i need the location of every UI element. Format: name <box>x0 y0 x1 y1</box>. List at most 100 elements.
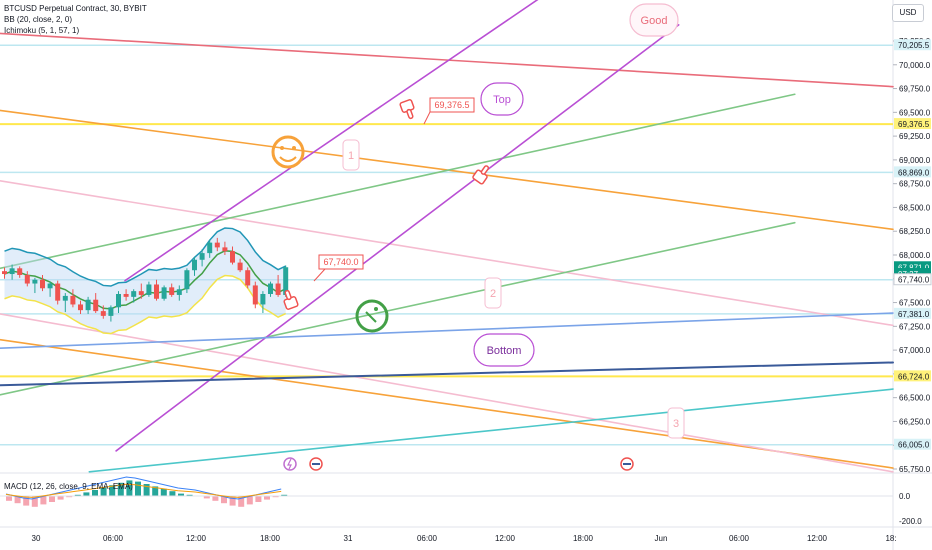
candle-body <box>123 293 129 297</box>
hand-pointer-up-icon[interactable] <box>472 163 492 185</box>
macd-histogram-bar <box>255 496 262 502</box>
ichimoku-legend[interactable]: Ichimoku (5, 1, 57, 1) <box>4 26 80 35</box>
macd-histogram-bar <box>160 488 167 496</box>
candle-body <box>55 283 61 301</box>
hand-pointer-icon[interactable] <box>281 289 299 310</box>
macd-legend[interactable]: MACD (12, 26, close, 9, EMA, EMA) <box>4 482 133 491</box>
y-tick-label: 69,000.0 <box>899 156 931 165</box>
candle-body <box>62 295 68 301</box>
candle-body <box>184 270 190 290</box>
trendline-orange-lower[interactable] <box>0 338 894 469</box>
trendline-navy[interactable] <box>0 361 894 387</box>
price-label-box <box>894 118 931 130</box>
bb-legend[interactable]: BB (20, close, 2, 0) <box>4 15 73 24</box>
macd-histogram-bar <box>14 496 21 504</box>
annotations[interactable]: Good Top Bottom 1 2 3 69,376.5 67,740.0 <box>271 3 685 471</box>
trend-lines[interactable] <box>0 0 894 473</box>
y-tick-label: 67,000.0 <box>899 346 931 355</box>
price-label-text: 66,724.0 <box>898 372 930 381</box>
trendline-teal[interactable] <box>88 388 894 473</box>
candle-body <box>2 271 7 275</box>
good-bubble[interactable] <box>629 3 679 37</box>
candle-body <box>252 285 258 305</box>
price-tag-69376-pointer <box>423 111 431 125</box>
macd-histogram-bar <box>31 496 38 507</box>
macd-histogram-bar <box>23 496 30 506</box>
smiley-eye <box>292 146 296 150</box>
y-tick-label: 68,500.0 <box>899 203 931 212</box>
macd-histogram-bar <box>238 496 245 507</box>
ichimoku-cloud-fill <box>4 227 286 334</box>
number-2-label[interactable] <box>484 277 502 309</box>
x-tick-label: 30 <box>32 534 41 543</box>
price-tag-69376[interactable] <box>429 97 475 113</box>
candle-body <box>138 291 144 295</box>
candles <box>2 237 289 322</box>
macd-histogram-bar <box>92 490 98 496</box>
hand-pointer-icon-finger <box>284 289 292 301</box>
macd-histogram-bar <box>152 486 159 496</box>
x-tick-label: 06:00 <box>417 534 438 543</box>
bottom-bubble-text: Bottom <box>487 345 522 357</box>
smiley-eye <box>280 146 284 150</box>
ichimoku-cloud <box>4 227 287 335</box>
currency-button[interactable]: USD <box>892 4 924 22</box>
y-tick-label: 69,250.0 <box>899 132 931 141</box>
trendline-blue[interactable] <box>0 312 894 350</box>
x-tick-label: 12:00 <box>495 534 516 543</box>
candle-body <box>207 242 213 254</box>
macd-histogram-bar <box>117 482 124 496</box>
candle-body <box>17 268 23 275</box>
number-1-label[interactable] <box>342 139 360 171</box>
x-axis: 30 06:00 12:00 18:00 31 06:00 12:00 18:00 Jun 06:… <box>32 534 897 543</box>
macd-histogram-bar <box>83 492 90 496</box>
price-tag-67740[interactable] <box>318 254 364 270</box>
price-label-box <box>894 438 931 450</box>
candle-body <box>70 295 76 305</box>
candle-body <box>85 299 91 311</box>
candle-body <box>32 279 38 284</box>
price-label-box <box>894 307 931 319</box>
trendline-red[interactable] <box>0 32 894 88</box>
trendline-green-upper[interactable] <box>0 93 796 270</box>
candle-body <box>260 293 266 305</box>
candle-body <box>245 270 251 286</box>
macd-histogram-bar <box>186 494 193 496</box>
macd-pane: 0.0 -200.0 <box>0 476 922 526</box>
meh-face-icon <box>355 299 389 333</box>
price-label-text: 67,740.0 <box>898 276 930 285</box>
trendline-pink-upper[interactable] <box>0 180 894 327</box>
lightning-event-icon[interactable] <box>283 457 297 471</box>
bottom-bubble[interactable] <box>473 333 535 367</box>
number-3-label[interactable] <box>667 407 685 439</box>
macd-histogram-bar <box>178 493 184 496</box>
macd-histogram-bar <box>126 480 133 496</box>
meh-face-eye <box>374 307 378 311</box>
macd-histogram-bar <box>74 494 81 496</box>
candle-body <box>108 307 114 316</box>
hand-pointer-down-icon[interactable] <box>399 99 417 120</box>
trendline-purple-lower[interactable] <box>115 24 680 452</box>
symbol-legend[interactable]: BTCUSD Perpetual Contract, 30, BYBIT <box>4 4 147 13</box>
trendline-pink-lower[interactable] <box>0 313 894 473</box>
y-tick-label: 67,500.0 <box>899 299 931 308</box>
trendline-green-lower[interactable] <box>0 221 796 396</box>
y-tick-label: 66,250.0 <box>899 417 931 426</box>
x-tick-label: 18:00 <box>260 534 281 543</box>
y-tick-label: 67,250.0 <box>899 322 931 331</box>
y-axis: 70,250.070,000.069,750.069,500.069,250.0… <box>893 37 932 474</box>
y-tick-label: 69,500.0 <box>899 108 931 117</box>
price-label-box <box>894 39 931 51</box>
bb-upper-line <box>4 227 287 287</box>
candle-body <box>9 268 15 275</box>
macd-histogram-bar <box>221 496 227 504</box>
smiley-mouth <box>279 156 297 162</box>
candle-body <box>237 262 243 271</box>
trendline-purple-upper[interactable] <box>124 0 554 282</box>
top-bubble[interactable] <box>480 82 524 116</box>
candle-body <box>176 289 182 295</box>
macd-tick-label: 0.0 <box>899 492 911 501</box>
macd-histogram-bar <box>40 496 47 505</box>
